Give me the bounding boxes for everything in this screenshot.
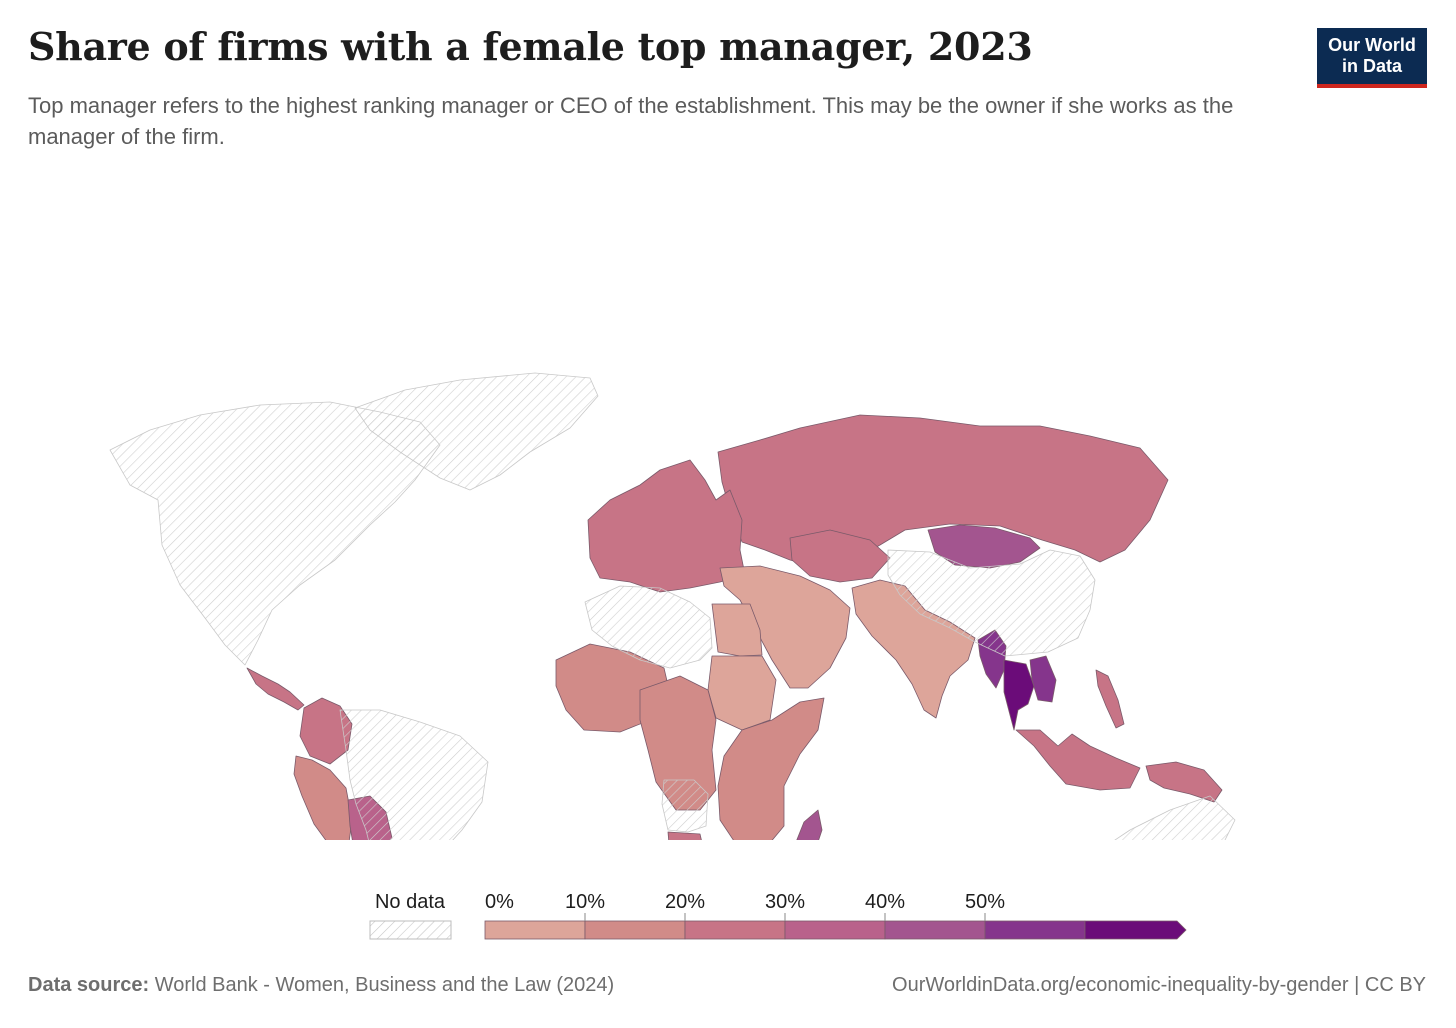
data-source-label: Data source: bbox=[28, 974, 150, 996]
country-cambodia[interactable] bbox=[1029, 655, 1057, 703]
country-australia[interactable] bbox=[1066, 795, 1236, 840]
country-indonesia[interactable] bbox=[1015, 729, 1141, 791]
legend-bin-4 bbox=[884, 920, 986, 940]
world-map[interactable] bbox=[0, 190, 1456, 840]
legend-bin-1 bbox=[584, 920, 686, 940]
country-papua-new-guinea[interactable] bbox=[1145, 761, 1223, 803]
legend-bin-6 bbox=[1084, 920, 1187, 940]
chart-title: Share of firms with a female top manager… bbox=[28, 24, 1033, 69]
country-central-america[interactable] bbox=[246, 667, 305, 711]
legend-no-data-swatch bbox=[369, 920, 452, 940]
legend-bin-0 bbox=[484, 920, 586, 940]
data-source: Data source: World Bank - Women, Busines… bbox=[28, 974, 614, 997]
country-north-america[interactable] bbox=[109, 401, 441, 666]
country-brazil[interactable] bbox=[339, 709, 489, 840]
country-angola[interactable] bbox=[661, 779, 709, 833]
legend-bin-5 bbox=[984, 920, 1086, 940]
legend-no-data-label: No data bbox=[375, 891, 446, 913]
country-namibia[interactable] bbox=[667, 831, 706, 840]
color-legend: No data 0% 10% 20% 30% 40% 50% bbox=[369, 891, 1187, 940]
chart-subtitle: Top manager refers to the highest rankin… bbox=[28, 93, 1234, 149]
country-east-africa[interactable] bbox=[717, 697, 825, 840]
country-madagascar[interactable] bbox=[792, 809, 823, 840]
legend-bin-2 bbox=[684, 920, 786, 940]
country-thailand[interactable] bbox=[1003, 659, 1035, 731]
legend-tick-label: 0% bbox=[485, 891, 514, 913]
legend-tick-label: 10% bbox=[565, 891, 605, 913]
country-sudan[interactable] bbox=[707, 655, 777, 731]
legend-tick-label: 20% bbox=[665, 891, 705, 913]
country-kazakhstan[interactable] bbox=[789, 529, 891, 583]
logo-line-2: in Data bbox=[1341, 56, 1402, 76]
country-peru[interactable] bbox=[293, 755, 353, 840]
legend-bin-3 bbox=[784, 920, 886, 940]
data-source-text: World Bank - Women, Business and the Law… bbox=[149, 974, 615, 996]
country-egypt[interactable] bbox=[711, 603, 763, 657]
owid-logo[interactable]: Our World in Data bbox=[1317, 28, 1427, 88]
legend-tick-label: 50% bbox=[965, 891, 1005, 913]
country-greenland[interactable] bbox=[354, 372, 599, 491]
country-algeria[interactable] bbox=[584, 585, 713, 669]
country-china[interactable] bbox=[887, 549, 1096, 657]
country-europe[interactable] bbox=[587, 459, 746, 593]
legend-tick-label: 40% bbox=[865, 891, 905, 913]
country-philippines[interactable] bbox=[1095, 669, 1125, 729]
logo-line-1: Our World bbox=[1328, 35, 1416, 55]
source-url[interactable]: OurWorldinData.org/economic-inequality-b… bbox=[892, 974, 1426, 996]
legend-tick-label: 30% bbox=[765, 891, 805, 913]
